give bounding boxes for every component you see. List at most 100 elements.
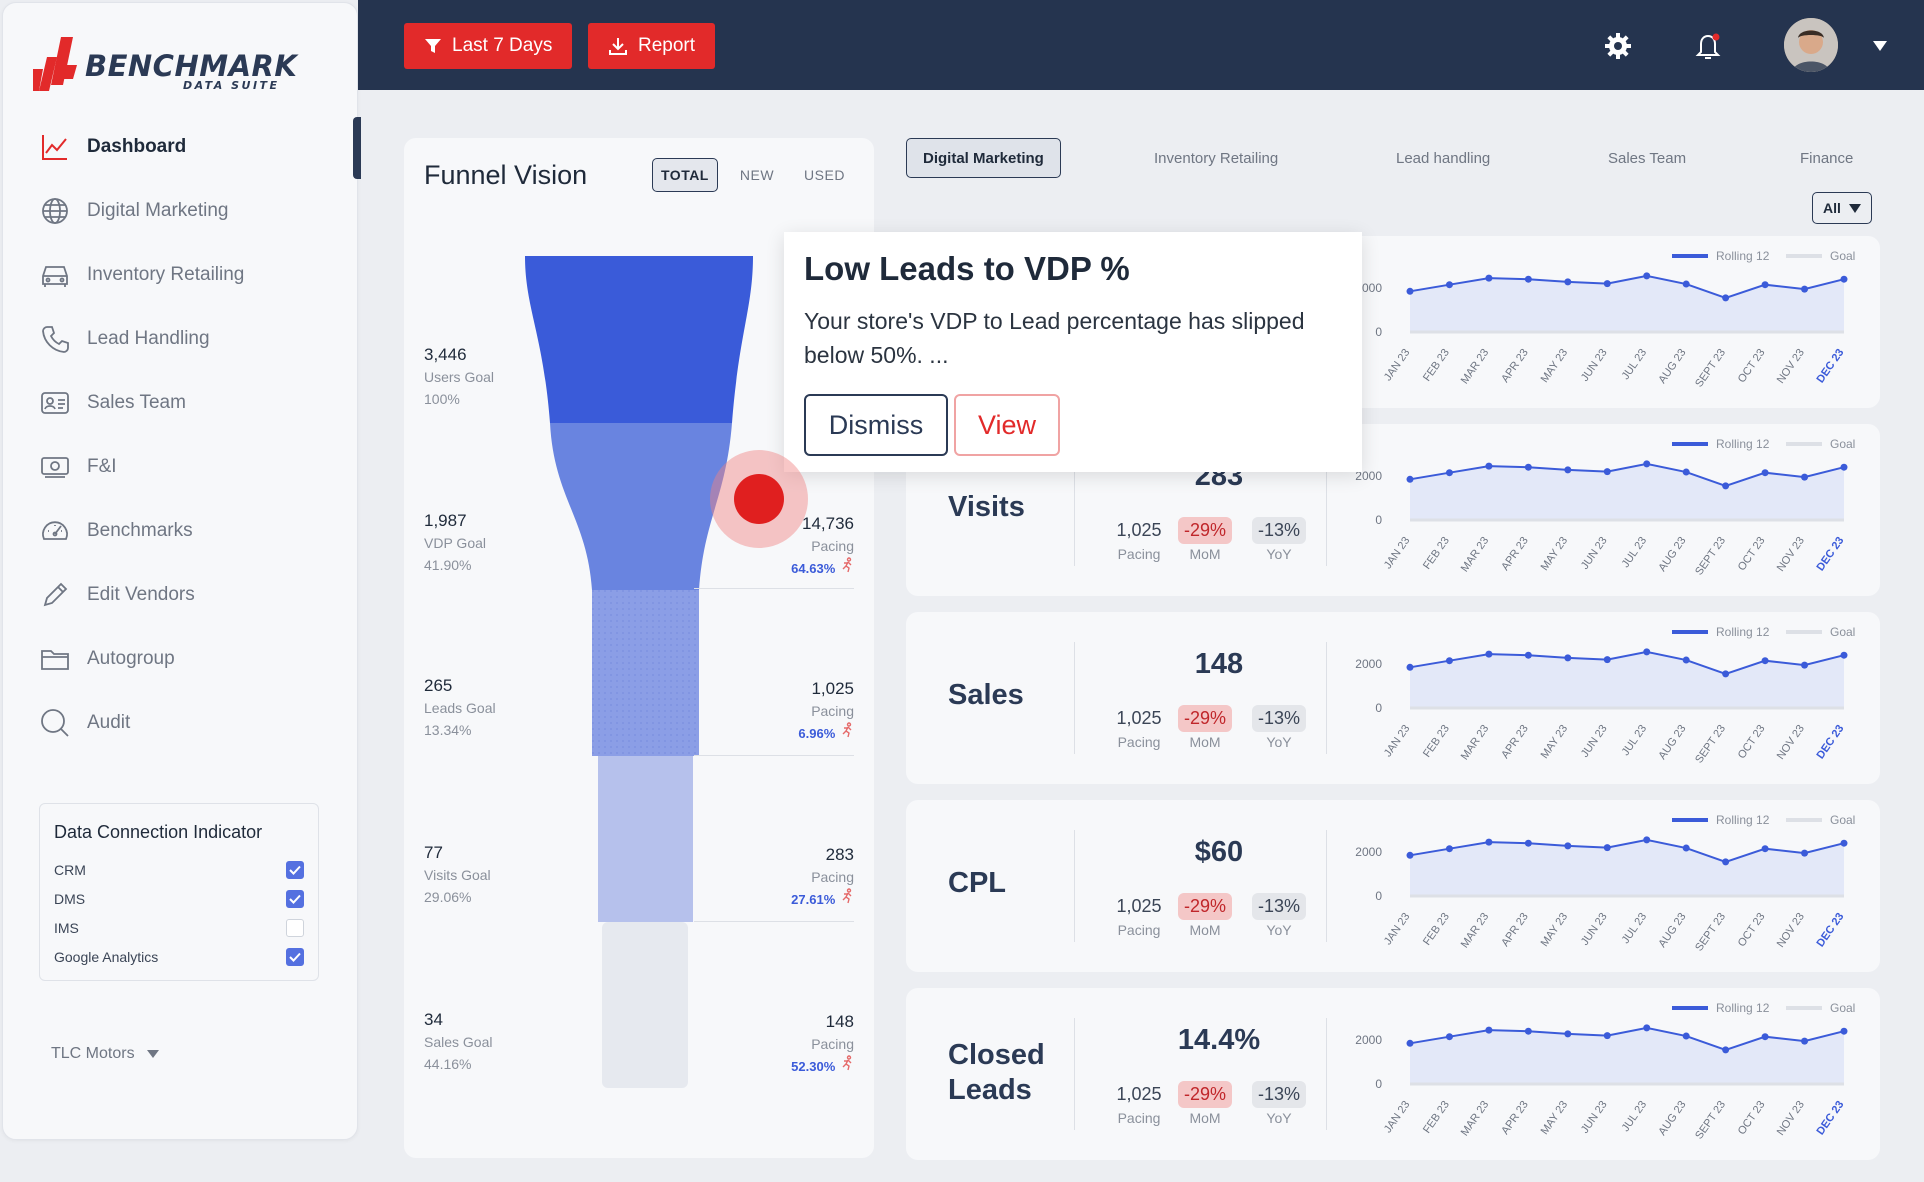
series-line [1409, 274, 1845, 299]
x-tick-label: DEC 23 [1815, 911, 1847, 949]
series-line [1409, 650, 1845, 675]
data-point [1840, 1027, 1848, 1035]
sidebar-item-autogroup[interactable]: Autogroup [3, 627, 359, 691]
tab-finance[interactable]: Finance [1800, 149, 1854, 167]
data-point [1406, 287, 1414, 295]
pacing-stat: 1,025 Pacing [1104, 704, 1174, 751]
sidebar-item-label: Audit [87, 712, 131, 733]
data-point [1643, 1024, 1651, 1032]
date-filter-button[interactable]: Last 7 Days [404, 23, 573, 69]
sidebar-item-label: Dashboard [87, 136, 187, 157]
brand-name: BENCHMARK [85, 49, 298, 83]
x-tick-label: MAY 23 [1539, 347, 1571, 385]
sparkline-chart: Rolling 12 Goal 2000 0 JAN 23 FEB 23 MAR 23 APR… [1354, 424, 1880, 601]
alert-actions: Dismiss View [804, 394, 1060, 456]
card-value: $60 [1194, 836, 1244, 868]
leads-goal: 265 Leads Goal 13.34% [424, 675, 496, 742]
sidebar-item-audit[interactable]: Audit [3, 691, 359, 755]
user-avatar[interactable] [1784, 18, 1838, 72]
metric-card-sales[interactable]: Sales 148 1,025 Pacing -29% MoM -13% YoY… [906, 612, 1880, 784]
series-area [1410, 463, 1844, 520]
data-point [1564, 842, 1572, 850]
tab-inventory-retailing[interactable]: Inventory Retailing [1154, 149, 1279, 167]
brand-logo[interactable]: BENCHMARK DATA SUITE [33, 35, 297, 93]
sidebar-item-edit-vendors[interactable]: Edit Vendors [3, 563, 359, 627]
user-menu-toggle[interactable] [1862, 28, 1898, 64]
data-point [1564, 1030, 1572, 1038]
tab-digital-marketing[interactable]: Digital Marketing [906, 138, 1061, 178]
data-point [1603, 656, 1611, 664]
leads-pacing: 1,025 Pacing 6.96% [798, 678, 854, 745]
store-name: TLC Motors [51, 1045, 135, 1062]
report-button[interactable]: Report [588, 23, 716, 69]
sidebar-item-fi[interactable]: F&I [3, 435, 359, 499]
google-analytics-checkbox[interactable] [286, 947, 304, 966]
card-title: Sales [948, 679, 1024, 711]
view-button[interactable]: View [954, 394, 1060, 456]
data-point [1722, 482, 1730, 490]
sidebar-item-digital-marketing[interactable]: Digital Marketing [3, 179, 359, 243]
data-point [1801, 285, 1809, 293]
tab-new[interactable]: NEW [739, 167, 775, 183]
dci-label: IMS [54, 919, 79, 936]
funnel-stage-leads [592, 590, 699, 756]
crm-checkbox[interactable] [286, 860, 304, 879]
pacing-value: 283 [825, 845, 854, 864]
legend-rolling-label: Rolling 12 [1716, 249, 1770, 263]
metric-card-visits[interactable]: Visits 283 1,025 Pacing -29% MoM -13% Yo… [906, 424, 1880, 596]
vdp-pacing: 14,736 Pacing 64.63% [791, 513, 854, 580]
x-tick-label: FEB 23 [1421, 911, 1452, 948]
store-selector[interactable]: TLC Motors [51, 1045, 159, 1063]
sidebar-item-benchmarks[interactable]: Benchmarks [3, 499, 359, 563]
dismiss-button[interactable]: Dismiss [804, 394, 948, 456]
sidebar-item-lead-handling[interactable]: Lead Handling [3, 307, 359, 371]
x-tick-label: MAY 23 [1539, 723, 1571, 761]
tab-lead-handling[interactable]: Lead handling [1396, 149, 1491, 167]
metric-card-cpl[interactable]: CPL $60 1,025 Pacing -29% MoM -13% YoY R… [906, 800, 1880, 972]
gauge-icon [39, 515, 71, 547]
legend-goal-label: Goal [1830, 625, 1855, 639]
data-point [1801, 849, 1809, 857]
visits-goal: 77 Visits Goal 29.06% [424, 842, 491, 909]
dms-checkbox[interactable] [286, 889, 304, 908]
ims-checkbox[interactable] [286, 918, 304, 937]
tab-total[interactable]: TOTAL [652, 158, 718, 192]
dci-row-google-analytics: Google Analytics [54, 942, 304, 971]
yoy-label: YoY [1266, 734, 1292, 750]
sales-pacing: 148 Pacing 52.30% [791, 1011, 854, 1078]
data-point [1761, 845, 1769, 853]
x-tick-label: MAR 23 [1459, 911, 1492, 950]
phone-icon [39, 323, 71, 355]
goal-label: VDP Goal [424, 535, 486, 552]
sidebar-item-dashboard[interactable]: Dashboard [3, 115, 359, 179]
funnel-tabs: TOTAL NEW USED [652, 158, 853, 192]
sidebar-item-inventory-retailing[interactable]: Inventory Retailing [3, 243, 359, 307]
data-point [1445, 1033, 1453, 1041]
sparkline-chart: Rolling 12 Goal 2000 0 JAN 23 FEB 23 MAR 23 APR… [1354, 236, 1880, 413]
alert-hotspot-pulse[interactable] [710, 450, 808, 548]
data-point [1603, 844, 1611, 852]
x-tick-label: NOV 23 [1775, 535, 1807, 574]
x-tick-label: AUG 23 [1656, 347, 1688, 386]
notifications-button[interactable] [1690, 28, 1726, 64]
tab-used[interactable]: USED [804, 167, 845, 183]
legend-rolling-label: Rolling 12 [1716, 437, 1770, 451]
all-filter-select[interactable]: All [1812, 192, 1872, 224]
data-point [1682, 468, 1690, 476]
x-tick-label: JUN 23 [1579, 911, 1610, 948]
money-icon [39, 451, 71, 483]
data-point [1840, 275, 1848, 283]
x-tick-label: JAN 23 [1382, 1099, 1413, 1135]
x-tick-label: FEB 23 [1421, 1099, 1452, 1136]
sidebar-item-sales-team[interactable]: Sales Team [3, 371, 359, 435]
x-tick-label: JAN 23 [1382, 535, 1413, 571]
goal-pct: 41.90% [424, 557, 472, 574]
metric-card-closed-leads[interactable]: Closed Leads 14.4% 1,025 Pacing -29% MoM… [906, 988, 1880, 1160]
funnel-stage-vdp [550, 423, 732, 590]
settings-button[interactable] [1600, 28, 1636, 64]
low-leads-alert: Low Leads to VDP % Your store's VDP to L… [784, 232, 1362, 472]
x-tick-label: SEPT 23 [1693, 535, 1728, 578]
tab-sales-team[interactable]: Sales Team [1608, 149, 1687, 167]
dci-title: Data Connection Indicator [54, 822, 263, 842]
